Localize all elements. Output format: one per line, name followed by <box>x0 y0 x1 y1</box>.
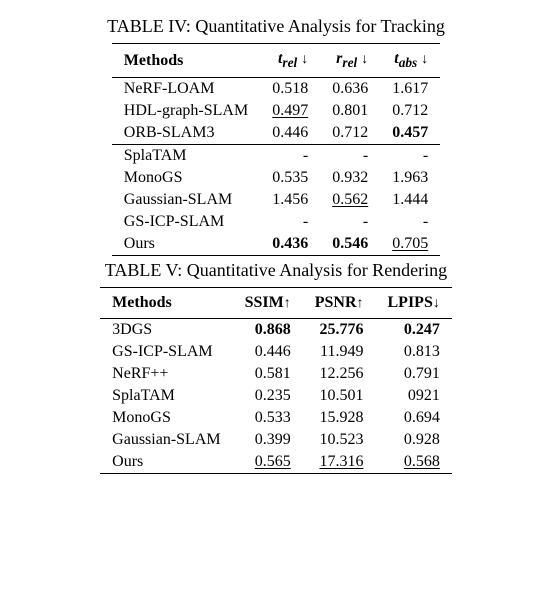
cell-value: - <box>380 211 440 233</box>
col-methods: Methods <box>112 44 260 78</box>
caption-label: TABLE V: <box>105 260 182 280</box>
method-name: MonoGS <box>112 167 260 189</box>
method-name: MonoGS <box>100 407 232 429</box>
cell-value: 0.562 <box>320 189 380 211</box>
cell-value: 1.617 <box>380 78 440 101</box>
method-name: NeRF++ <box>100 363 232 385</box>
cell-value: - <box>260 211 320 233</box>
cell-value: 0.932 <box>320 167 380 189</box>
cell-value: 0.712 <box>320 122 380 145</box>
cell-value: 0.446 <box>233 341 303 363</box>
cell-value: 0.694 <box>376 407 452 429</box>
cell-value: 0.791 <box>376 363 452 385</box>
table-row: GS-ICP-SLAM--- <box>112 211 440 233</box>
tracking-table: Methods trel ↓ rrel ↓ tabs ↓ NeRF-LOAM0.… <box>112 43 440 256</box>
cell-value: - <box>260 145 320 168</box>
cell-value: 0.801 <box>320 100 380 122</box>
col-methods: Methods <box>100 288 232 319</box>
cell-value: 17.316 <box>303 451 376 474</box>
cell-value: 0.928 <box>376 429 452 451</box>
cell-value: 0.705 <box>380 233 440 256</box>
cell-value: 11.949 <box>303 341 376 363</box>
cell-value: 15.928 <box>303 407 376 429</box>
cell-value: 10.501 <box>303 385 376 407</box>
col-trel: trel ↓ <box>260 44 320 78</box>
rendering-table: Methods SSIM↑ PSNR↑ LPIPS↓ 3DGS0.86825.7… <box>100 287 452 474</box>
cell-value: 0.813 <box>376 341 452 363</box>
cell-value: 0.446 <box>260 122 320 145</box>
cell-value: 0.712 <box>380 100 440 122</box>
cell-value: 0.565 <box>233 451 303 474</box>
table-row: ORB-SLAM30.4460.7120.457 <box>112 122 440 145</box>
cell-value: 1.444 <box>380 189 440 211</box>
table-row: Ours0.56517.3160.568 <box>100 451 452 474</box>
method-name: ORB-SLAM3 <box>112 122 260 145</box>
method-name: HDL-graph-SLAM <box>112 100 260 122</box>
table-caption-rendering: TABLE V: Quantitative Analysis for Rende… <box>24 260 528 281</box>
method-name: GS-ICP-SLAM <box>100 341 232 363</box>
cell-value: - <box>320 211 380 233</box>
cell-value: 12.256 <box>303 363 376 385</box>
cell-value: 0.457 <box>380 122 440 145</box>
table-row: Gaussian-SLAM1.4560.5621.444 <box>112 189 440 211</box>
cell-value: - <box>320 145 380 168</box>
table-row: 3DGS0.86825.7760.247 <box>100 319 452 342</box>
col-psnr: PSNR↑ <box>303 288 376 319</box>
table-rendering: TABLE V: Quantitative Analysis for Rende… <box>24 260 528 474</box>
table-row: NeRF++0.58112.2560.791 <box>100 363 452 385</box>
cell-value: 0.581 <box>233 363 303 385</box>
col-tabs: tabs ↓ <box>380 44 440 78</box>
cell-value: 0.497 <box>260 100 320 122</box>
table-tracking: TABLE IV: Quantitative Analysis for Trac… <box>24 16 528 256</box>
caption-text: Quantitative Analysis for Tracking <box>195 16 444 36</box>
col-rrel: rrel ↓ <box>320 44 380 78</box>
table-row: MonoGS0.53315.9280.694 <box>100 407 452 429</box>
method-name: NeRF-LOAM <box>112 78 260 101</box>
table-row: GS-ICP-SLAM0.44611.9490.813 <box>100 341 452 363</box>
cell-value: 0.533 <box>233 407 303 429</box>
table-row: NeRF-LOAM0.5180.6361.617 <box>112 78 440 101</box>
table-caption-tracking: TABLE IV: Quantitative Analysis for Trac… <box>24 16 528 37</box>
cell-value: 0.535 <box>260 167 320 189</box>
method-name: Ours <box>100 451 232 474</box>
method-name: Gaussian-SLAM <box>112 189 260 211</box>
cell-value: 0.235 <box>233 385 303 407</box>
cell-value: 0.436 <box>260 233 320 256</box>
cell-value: 0.636 <box>320 78 380 101</box>
table-row: MonoGS0.5350.9321.963 <box>112 167 440 189</box>
method-name: Gaussian-SLAM <box>100 429 232 451</box>
cell-value: 25.776 <box>303 319 376 342</box>
method-name: GS-ICP-SLAM <box>112 211 260 233</box>
method-name: SplaTAM <box>112 145 260 168</box>
table-row: HDL-graph-SLAM0.4970.8010.712 <box>112 100 440 122</box>
cell-value: 10.523 <box>303 429 376 451</box>
table-row: Gaussian-SLAM0.39910.5230.928 <box>100 429 452 451</box>
col-ssim: SSIM↑ <box>233 288 303 319</box>
cell-value: 0.546 <box>320 233 380 256</box>
table-header-row: Methods SSIM↑ PSNR↑ LPIPS↓ <box>100 288 452 319</box>
table-row: SplaTAM--- <box>112 145 440 168</box>
method-name: SplaTAM <box>100 385 232 407</box>
cell-value: 0.868 <box>233 319 303 342</box>
table-row: SplaTAM0.23510.5010921 <box>100 385 452 407</box>
caption-text: Quantitative Analysis for Rendering <box>187 260 447 280</box>
col-lpips: LPIPS↓ <box>376 288 452 319</box>
cell-value: 0.518 <box>260 78 320 101</box>
cell-value: 0.247 <box>376 319 452 342</box>
cell-value: 1.963 <box>380 167 440 189</box>
cell-value: - <box>380 145 440 168</box>
cell-value: 0921 <box>376 385 452 407</box>
method-name: 3DGS <box>100 319 232 342</box>
cell-value: 0.568 <box>376 451 452 474</box>
table-header-row: Methods trel ↓ rrel ↓ tabs ↓ <box>112 44 440 78</box>
cell-value: 1.456 <box>260 189 320 211</box>
caption-label: TABLE IV: <box>107 16 191 36</box>
table-row: Ours0.4360.5460.705 <box>112 233 440 256</box>
cell-value: 0.399 <box>233 429 303 451</box>
method-name: Ours <box>112 233 260 256</box>
